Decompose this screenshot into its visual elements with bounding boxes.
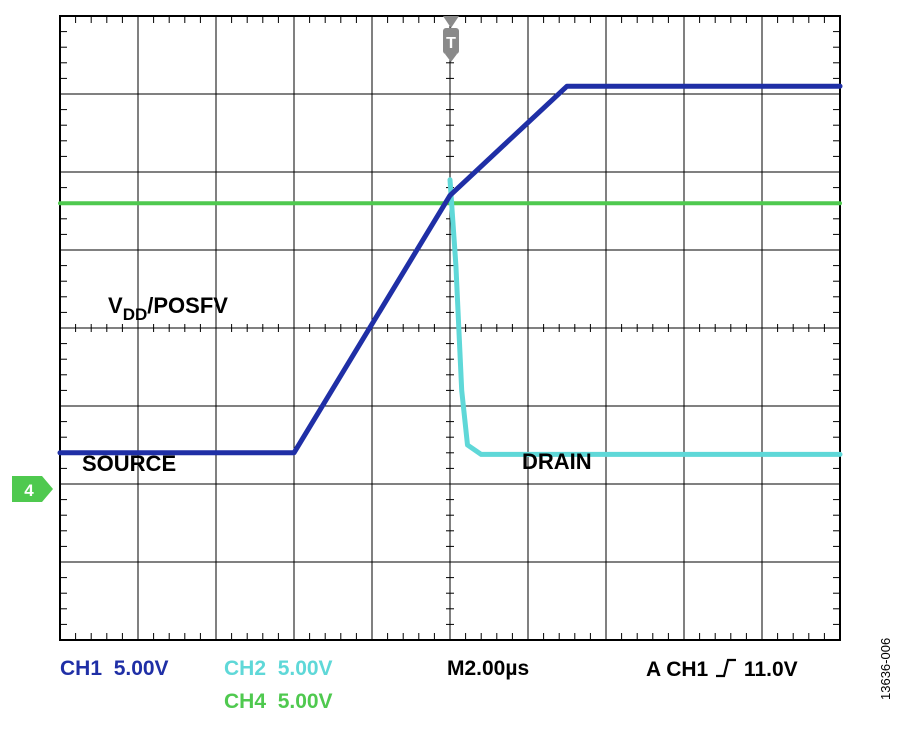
- vdd-posfv-label: VDD/POSFV: [108, 293, 228, 324]
- ch4-ground-marker-label: 4: [24, 481, 34, 500]
- ch4-ground-marker: 4: [12, 476, 53, 502]
- trace-ch1: [57, 83, 843, 456]
- trigger-source: A CH1: [646, 658, 709, 681]
- rising-edge-icon: [716, 658, 737, 678]
- trigger-level: 11.0V: [743, 658, 798, 681]
- plot-grid: [59, 15, 841, 641]
- traces: [57, 83, 843, 457]
- ch2-readout: CH2 5.00V: [224, 657, 333, 681]
- ch2-scale: 5.00V: [277, 657, 333, 680]
- trigger-marker: T: [443, 16, 459, 62]
- ch4-name: CH4: [224, 690, 267, 713]
- ch2-name: CH2: [224, 657, 267, 680]
- trigger-marker-label: T: [446, 35, 456, 52]
- drain-label: DRAIN: [522, 449, 592, 474]
- source-label: SOURCE: [82, 451, 176, 476]
- ch4-scale: 5.00V: [277, 690, 333, 713]
- trigger-readout: A CH1 11.0V: [646, 657, 798, 682]
- ch1-name: CH1: [60, 657, 103, 680]
- figure-id: 13636-006: [878, 637, 893, 700]
- trace-ch2: [447, 177, 843, 457]
- ch1-readout: CH1 5.00V: [60, 657, 169, 681]
- ch4-readout: CH4 5.00V: [224, 690, 333, 714]
- timebase-readout: M2.00µs: [447, 657, 530, 680]
- ch1-scale: 5.00V: [113, 657, 169, 680]
